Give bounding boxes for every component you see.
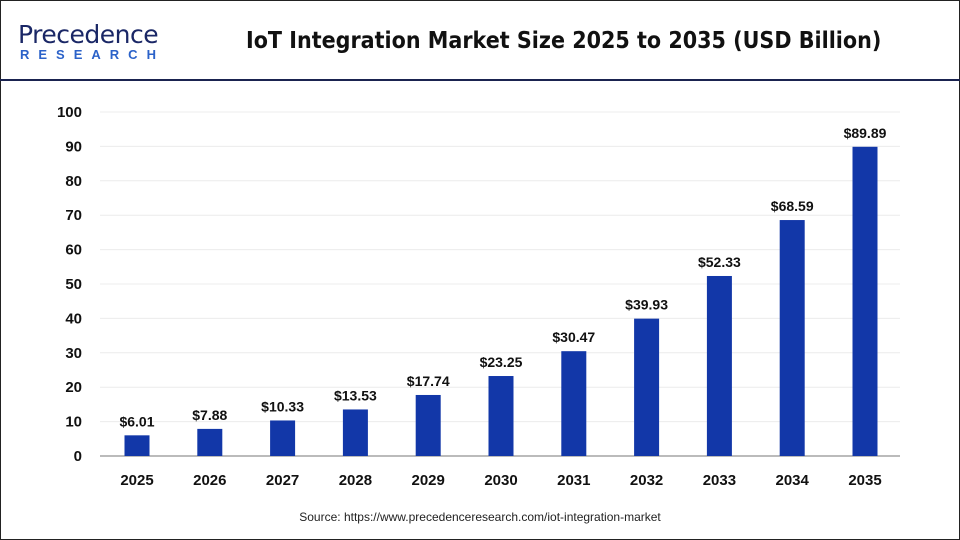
y-tick-label: 50 [65, 276, 82, 293]
bar [270, 420, 296, 456]
y-tick-label: 80 [65, 173, 82, 190]
bar [706, 275, 732, 456]
logo-line1: Precedence [18, 20, 159, 49]
data-label: $52.33 [698, 254, 741, 270]
data-label: $68.59 [771, 198, 814, 214]
precedence-research-logo: Precedence RESEARCH [18, 22, 165, 62]
bar [561, 351, 587, 456]
data-label: $10.33 [261, 398, 304, 414]
y-tick-label: 10 [65, 414, 82, 431]
bar [197, 428, 223, 456]
data-label: $7.88 [192, 407, 227, 423]
header-divider [0, 79, 960, 81]
bar [488, 376, 514, 456]
x-tick-label: 2026 [193, 472, 226, 489]
data-label: $39.93 [625, 297, 668, 313]
x-tick-label: 2032 [630, 472, 663, 489]
bar [342, 409, 368, 456]
y-tick-label: 40 [65, 310, 82, 327]
data-label: $13.53 [334, 387, 377, 403]
data-label: $23.25 [480, 354, 523, 370]
x-tick-label: 2025 [120, 472, 153, 489]
data-label: $30.47 [552, 329, 595, 345]
y-tick-label: 70 [65, 207, 82, 224]
x-tick-label: 2035 [848, 472, 881, 489]
data-label: $17.74 [407, 373, 450, 389]
x-tick-label: 2029 [412, 472, 445, 489]
x-tick-label: 2033 [703, 472, 736, 489]
y-tick-label: 20 [65, 379, 82, 396]
source-note: Source: https://www.precedenceresearch.c… [299, 510, 661, 524]
y-tick-label: 90 [65, 138, 82, 155]
x-tick-label: 2031 [557, 472, 590, 489]
bar [124, 435, 150, 456]
chart-title: IoT Integration Market Size 2025 to 2035… [246, 28, 882, 54]
x-tick-label: 2027 [266, 472, 299, 489]
x-tick-label: 2034 [776, 472, 810, 489]
bar [634, 318, 660, 456]
bar [852, 146, 878, 457]
y-tick-label: 60 [65, 242, 82, 259]
x-tick-label: 2030 [484, 472, 517, 489]
y-tick-label: 30 [65, 345, 82, 362]
bar [779, 220, 805, 456]
logo-line2: RESEARCH [20, 47, 165, 62]
y-tick-label: 0 [74, 448, 82, 465]
y-tick-label: 100 [57, 104, 82, 121]
x-tick-label: 2028 [339, 472, 372, 489]
bar [415, 394, 441, 456]
data-label: $89.89 [844, 125, 887, 141]
data-label: $6.01 [119, 413, 154, 429]
